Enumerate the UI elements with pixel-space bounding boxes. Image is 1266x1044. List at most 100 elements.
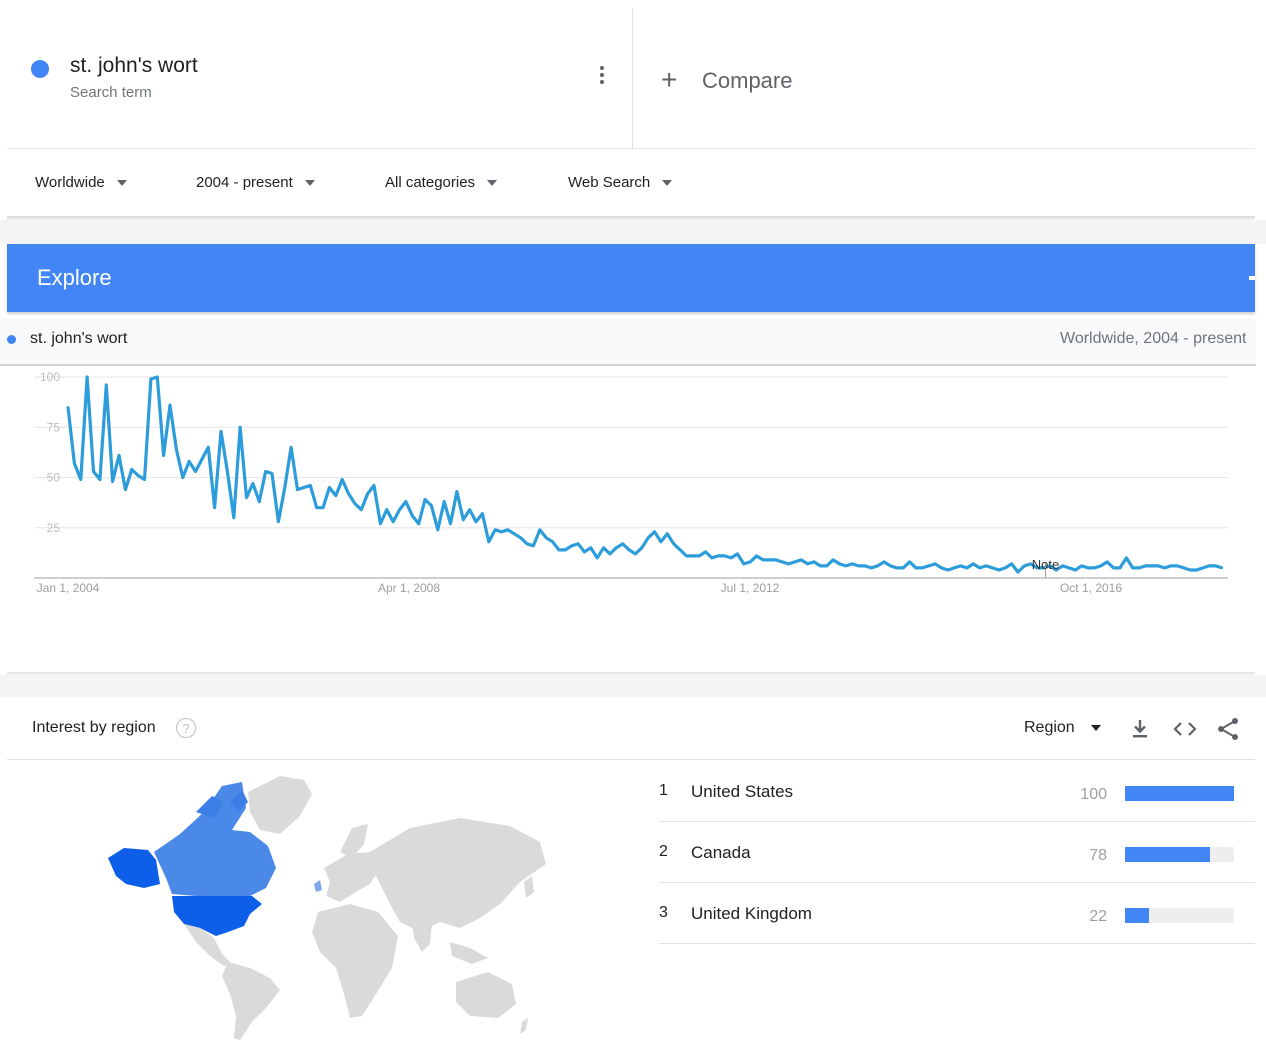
time-range-filter[interactable]: 2004 - present <box>196 174 315 191</box>
data-point <box>876 564 879 568</box>
data-point <box>443 500 446 503</box>
data-point <box>570 544 573 547</box>
data-point <box>870 566 873 570</box>
search-term-name[interactable]: st. john's wort <box>70 54 198 77</box>
dropdown-arrow-icon <box>1090 725 1101 731</box>
share-icon[interactable] <box>1216 717 1240 741</box>
data-point <box>806 562 809 566</box>
legend-term: st. john's wort <box>30 330 128 347</box>
data-point <box>156 375 159 379</box>
map-region-usa <box>172 896 262 936</box>
data-point <box>953 566 956 570</box>
data-point <box>965 566 969 570</box>
explore-header <box>7 244 1255 312</box>
data-point <box>1131 566 1134 570</box>
data-point <box>136 474 140 477</box>
data-point <box>226 470 229 473</box>
data-point <box>634 552 637 556</box>
data-point <box>372 484 376 487</box>
region-name[interactable]: United States <box>691 782 794 801</box>
region-resolution-select[interactable]: Region <box>1024 719 1101 737</box>
data-point <box>774 558 777 562</box>
data-point <box>105 383 108 387</box>
search-type-filter[interactable]: Web Search <box>568 174 673 191</box>
region-bar-fill <box>1125 786 1234 801</box>
data-point <box>991 566 994 570</box>
region-row[interactable]: 2 Canada 78 <box>659 822 1255 883</box>
data-point <box>615 546 618 549</box>
map-region-africa <box>312 904 398 1018</box>
data-point <box>532 544 535 547</box>
data-point <box>882 560 886 564</box>
more-vert-icon[interactable] <box>594 66 610 90</box>
data-point <box>506 528 510 531</box>
help-icon[interactable]: ? <box>176 718 196 738</box>
data-point <box>1118 566 1122 570</box>
data-point <box>417 522 420 525</box>
data-point <box>238 426 242 429</box>
data-point <box>328 486 331 489</box>
data-point <box>857 564 860 568</box>
data-point <box>838 562 841 566</box>
data-point <box>672 542 675 545</box>
compare-button[interactable]: Compare <box>702 68 793 93</box>
region-row[interactable]: 1 United States 100 <box>659 761 1255 822</box>
region-value: 100 <box>1080 786 1107 803</box>
region-rank: 3 <box>659 904 668 921</box>
data-point <box>889 564 892 568</box>
map-region-india <box>412 922 432 952</box>
x-tick-label: Oct 1, 2016 <box>1060 581 1122 595</box>
data-point <box>404 500 408 503</box>
x-tick-label: Apr 1, 2008 <box>378 581 440 595</box>
series-line <box>66 375 1223 574</box>
data-point <box>143 478 146 481</box>
data-point <box>902 566 905 570</box>
data-point <box>972 562 975 566</box>
download-icon[interactable] <box>1130 718 1150 740</box>
map-region-canada-islands <box>196 790 248 818</box>
data-point <box>831 558 835 562</box>
data-point <box>92 470 95 473</box>
data-point <box>800 558 803 562</box>
header-menu-icon[interactable] <box>1249 276 1255 280</box>
data-point <box>219 430 223 433</box>
plus-icon[interactable]: + <box>661 64 678 95</box>
dropdown-arrow-icon <box>116 179 127 186</box>
data-point <box>474 520 478 523</box>
data-point <box>519 536 522 539</box>
data-point <box>621 542 624 545</box>
data-point <box>79 478 83 481</box>
data-point <box>85 375 89 379</box>
data-point <box>793 560 796 564</box>
search-type-filter-label: Web Search <box>568 174 651 191</box>
data-point <box>1010 562 1013 566</box>
region-row[interactable]: 3 United Kingdom 22 <box>659 883 1255 944</box>
interest-over-time-chart[interactable]: 25 50 75 100 Jan 1, 2004 Apr 1, 2008 Jul 1, 2… <box>0 366 1256 606</box>
category-filter[interactable]: All categories <box>385 174 498 191</box>
data-point <box>283 486 286 489</box>
legend-color-dot <box>7 335 16 344</box>
data-point <box>315 506 318 509</box>
region-bar-fill <box>1125 908 1149 923</box>
embed-code-icon[interactable] <box>1172 718 1198 740</box>
data-point <box>1125 556 1128 560</box>
data-point <box>347 492 350 495</box>
region-rank: 2 <box>659 843 668 860</box>
data-point <box>513 532 516 535</box>
section-divider <box>7 672 1255 675</box>
data-point <box>200 458 204 461</box>
data-point <box>1112 566 1115 570</box>
data-point <box>500 530 503 533</box>
world-map[interactable] <box>100 772 560 1044</box>
data-point <box>366 492 369 495</box>
location-filter[interactable]: Worldwide <box>35 174 127 191</box>
data-point <box>691 554 694 558</box>
map-region-asia <box>370 818 546 932</box>
region-name[interactable]: United Kingdom <box>691 904 812 923</box>
data-point <box>494 528 497 531</box>
region-name[interactable]: Canada <box>691 843 751 862</box>
data-point <box>933 562 937 566</box>
data-point <box>481 512 484 515</box>
region-bar-track <box>1125 908 1234 923</box>
legend-range: Worldwide, 2004 - present <box>1060 330 1247 347</box>
